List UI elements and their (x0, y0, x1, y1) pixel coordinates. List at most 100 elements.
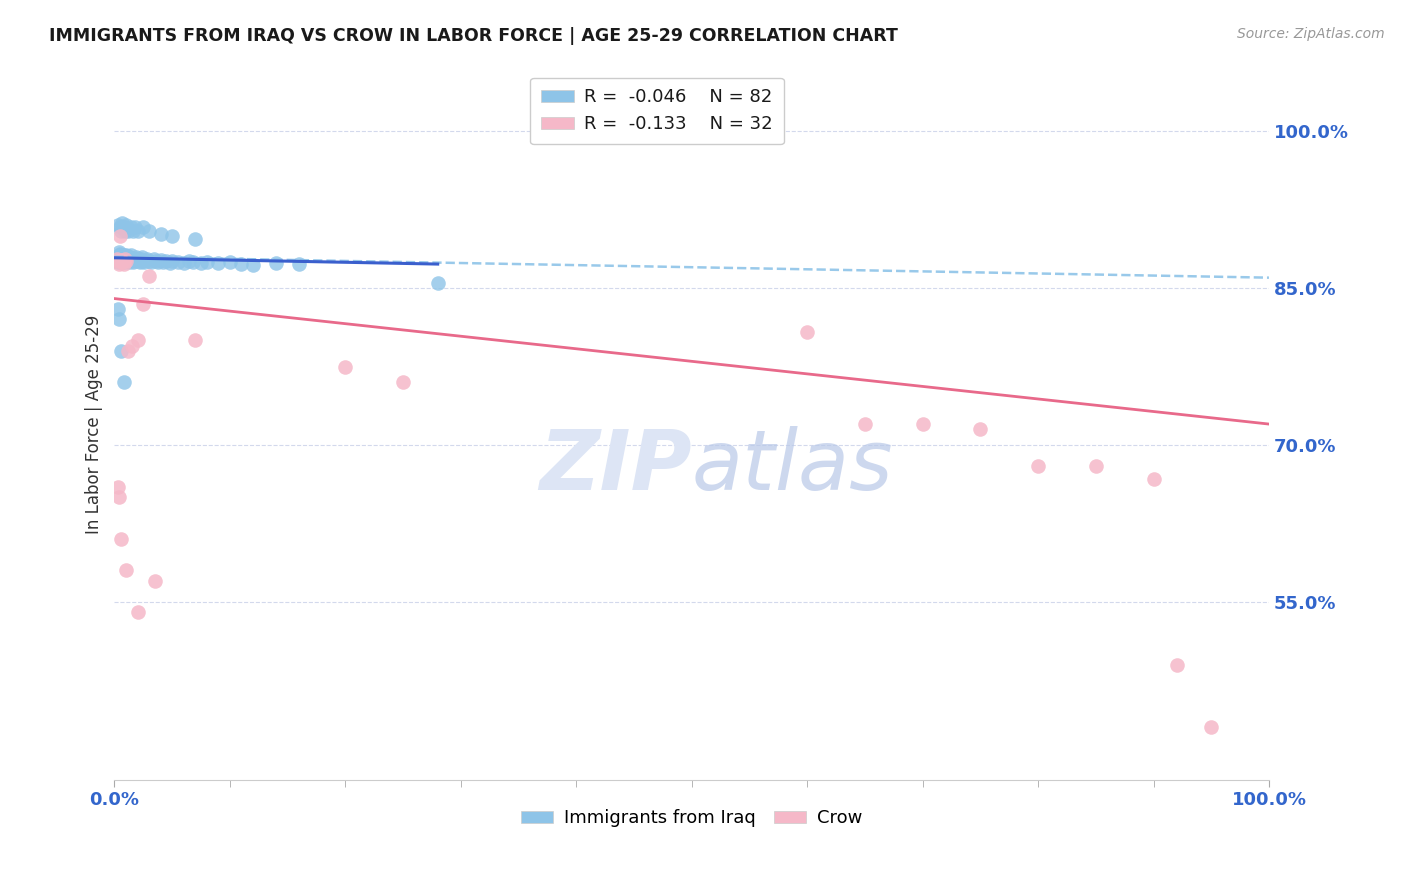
Point (288, 257, 311, 271)
Point (142, 252, 165, 266)
Point (167, 255, 190, 269)
Point (112, 220, 135, 235)
Point (117, 224, 139, 238)
Point (111, 255, 134, 269)
Point (108, 312, 131, 326)
Point (111, 250, 134, 264)
Point (141, 255, 163, 269)
Point (110, 249, 132, 263)
Point (115, 247, 138, 261)
Text: Source: ZipAtlas.com: Source: ZipAtlas.com (1237, 27, 1385, 41)
Text: ZIP: ZIP (538, 426, 692, 508)
Point (149, 252, 172, 267)
Point (122, 252, 145, 266)
Point (120, 252, 142, 266)
Point (111, 216, 134, 230)
Point (117, 249, 139, 263)
Point (108, 247, 131, 261)
Point (107, 254, 129, 268)
Point (184, 232, 207, 246)
Point (110, 532, 132, 546)
Point (135, 252, 157, 266)
Point (105, 252, 128, 266)
Point (148, 255, 170, 269)
Point (114, 252, 136, 267)
Point (426, 276, 449, 290)
Point (112, 257, 135, 271)
Point (264, 256, 287, 270)
Point (155, 254, 177, 268)
Point (127, 224, 149, 238)
Point (1084, 458, 1107, 473)
Point (117, 254, 139, 268)
Point (107, 480, 129, 494)
Point (128, 254, 150, 268)
Point (128, 255, 150, 269)
Point (207, 256, 229, 270)
Point (112, 376, 135, 390)
Point (796, 325, 818, 339)
Point (124, 220, 146, 235)
Point (115, 219, 138, 233)
Point (120, 247, 142, 261)
Point (115, 254, 138, 268)
Y-axis label: In Labor Force | Age 25-29: In Labor Force | Age 25-29 (86, 315, 103, 533)
Point (335, 359, 357, 374)
Point (114, 224, 136, 238)
Point (127, 334, 149, 348)
Point (110, 224, 132, 238)
Point (108, 244, 131, 259)
Point (138, 254, 160, 268)
Point (1142, 473, 1164, 487)
Point (112, 247, 135, 261)
Point (105, 250, 128, 264)
Point (121, 251, 143, 265)
Point (138, 268, 160, 283)
Point (122, 224, 145, 238)
Point (108, 251, 131, 265)
Point (159, 256, 181, 270)
Point (124, 254, 146, 268)
Point (108, 228, 131, 243)
Point (108, 257, 131, 271)
Point (131, 250, 153, 264)
Point (108, 220, 131, 235)
Point (181, 255, 204, 269)
Point (110, 343, 132, 358)
Point (127, 252, 149, 266)
Point (111, 255, 134, 269)
Point (853, 417, 876, 431)
Point (112, 251, 135, 265)
Point (911, 417, 934, 431)
Point (242, 258, 264, 272)
Point (108, 490, 131, 504)
Point (132, 297, 155, 311)
Point (115, 252, 138, 266)
Text: atlas: atlas (692, 426, 893, 508)
Point (114, 255, 136, 269)
Point (132, 254, 155, 268)
Point (127, 605, 149, 619)
Point (107, 301, 129, 316)
Point (115, 250, 138, 264)
Point (173, 256, 195, 270)
Point (129, 252, 152, 266)
Point (121, 338, 143, 352)
Point (160, 228, 183, 243)
Point (107, 255, 129, 269)
Point (132, 220, 155, 235)
Point (190, 256, 212, 270)
Point (1166, 657, 1188, 672)
Point (195, 255, 218, 269)
Point (125, 250, 148, 264)
Point (115, 564, 138, 578)
Point (1026, 458, 1049, 473)
Point (114, 252, 136, 266)
Point (145, 254, 167, 268)
Text: IMMIGRANTS FROM IRAQ VS CROW IN LABOR FORCE | AGE 25-29 CORRELATION CHART: IMMIGRANTS FROM IRAQ VS CROW IN LABOR FO… (49, 27, 898, 45)
Point (184, 334, 207, 348)
Point (160, 254, 183, 268)
Point (179, 254, 201, 268)
Point (118, 255, 141, 269)
Point (120, 220, 142, 235)
